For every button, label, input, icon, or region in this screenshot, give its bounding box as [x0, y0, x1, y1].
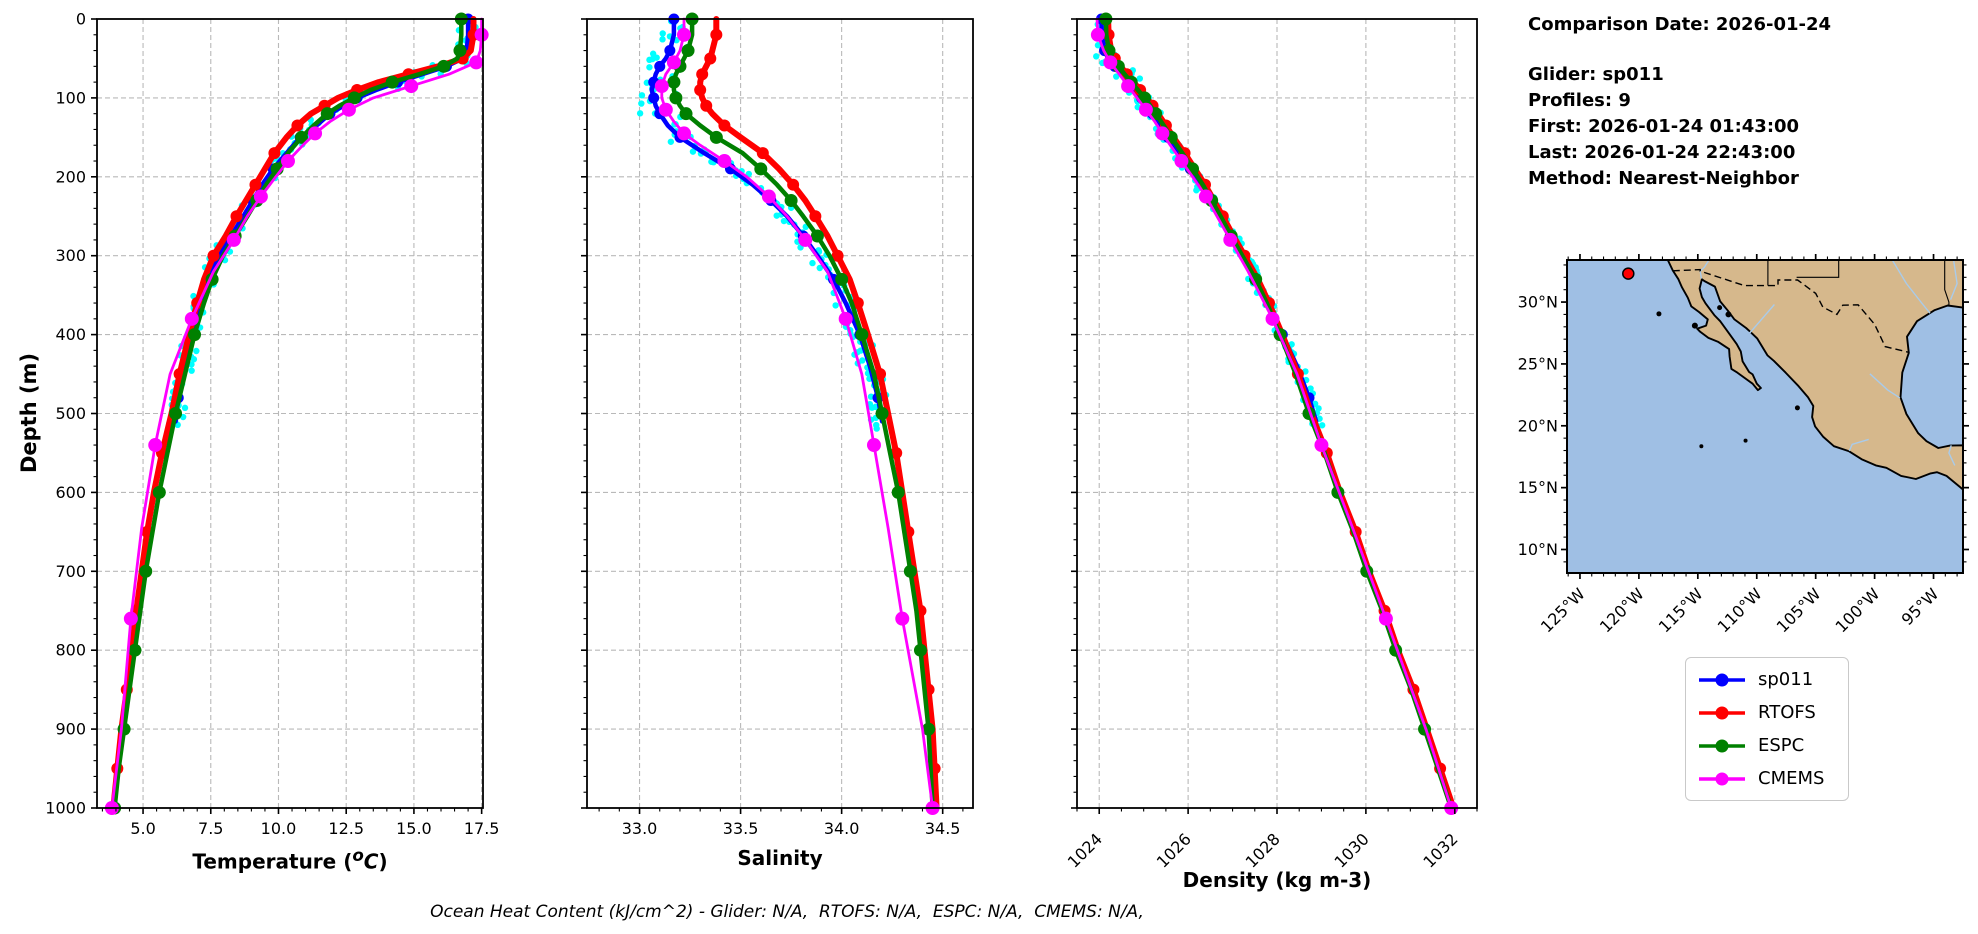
depth-axis-label: Depth (m) — [17, 352, 41, 474]
legend-entry-sp011: sp011 — [1686, 663, 1848, 696]
svg-text:500: 500 — [55, 404, 86, 423]
svg-text:800: 800 — [55, 641, 86, 660]
svg-text:10°N: 10°N — [1518, 540, 1558, 559]
svg-text:7.5: 7.5 — [198, 819, 223, 838]
svg-text:33.0: 33.0 — [622, 819, 658, 838]
legend-label-rtofs: RTOFS — [1758, 702, 1816, 723]
svg-text:33.5: 33.5 — [723, 819, 759, 838]
profiles-count-text: Profiles: 9 — [1528, 90, 1631, 111]
temperature-panel: 5.0 7.5 10.0 12.5 15.0 17.5 0 100 200 300 400 500 60… — [45, 10, 499, 839]
CMEMS-temp-line — [110, 17, 484, 810]
svg-text:900: 900 — [55, 720, 86, 739]
svg-text:15°N: 15°N — [1518, 478, 1558, 497]
svg-text:0: 0 — [76, 10, 86, 29]
svg-text:110°W: 110°W — [1714, 584, 1766, 636]
legend-label-cmems: CMEMS — [1758, 768, 1825, 789]
map-panel: 125°W 120°W 115°W 110°W 105°W 100°W 95°W 30°N 25… — [1518, 254, 1969, 636]
comparison-date-text: Comparison Date: 2026-01-24 — [1528, 14, 1832, 35]
glider-position-marker — [1622, 267, 1635, 280]
legend-marker-sp011 — [1699, 673, 1745, 686]
metadata-block: Comparison Date: 2026-01-24 Glider: sp01… — [1528, 12, 1831, 192]
first-profile-text: First: 2026-01-24 01:43:00 — [1528, 116, 1800, 137]
salinity-panel: 33.0 33.5 34.0 34.5 — [581, 12, 974, 838]
svg-text:600: 600 — [55, 483, 86, 502]
map-land — [1666, 260, 1963, 491]
last-profile-text: Last: 2026-01-24 22:43:00 — [1528, 142, 1796, 163]
svg-text:30°N: 30°N — [1518, 293, 1558, 312]
svg-text:200: 200 — [55, 167, 86, 186]
svg-text:125°W: 125°W — [1537, 584, 1589, 636]
svg-text:1032: 1032 — [1419, 829, 1461, 871]
svg-text:25°N: 25°N — [1518, 354, 1558, 373]
legend-marker-rtofs — [1699, 706, 1745, 719]
ocean-heat-content-text: Ocean Heat Content (kJ/cm^2) - Glider: N… — [430, 902, 1144, 922]
CMEMS-dens-line — [1095, 17, 1453, 810]
svg-text:1024: 1024 — [1064, 829, 1106, 871]
svg-text:34.0: 34.0 — [824, 819, 860, 838]
salinity-axis-label: Salinity — [737, 846, 823, 870]
legend-entry-rtofs: RTOFS — [1686, 696, 1848, 729]
temperature-axis-label: Temperature (oC) — [192, 846, 388, 874]
svg-text:105°W: 105°W — [1773, 584, 1825, 636]
legend-label-sp011: sp011 — [1758, 669, 1814, 690]
method-text: Method: Nearest-Neighbor — [1528, 168, 1799, 189]
legend: sp011 RTOFS ESPC CMEMS — [1685, 657, 1849, 801]
svg-text:12.5: 12.5 — [328, 819, 364, 838]
svg-text:1026: 1026 — [1153, 829, 1195, 871]
svg-text:400: 400 — [55, 325, 86, 344]
svg-text:300: 300 — [55, 246, 86, 265]
sp011-temp-line — [173, 16, 471, 424]
CMEMS-sal-line — [660, 17, 934, 810]
svg-text:15.0: 15.0 — [396, 819, 432, 838]
legend-marker-cmems — [1699, 772, 1745, 785]
svg-text:100°W: 100°W — [1832, 584, 1884, 636]
svg-text:100: 100 — [55, 88, 86, 107]
svg-text:10.0: 10.0 — [261, 819, 297, 838]
legend-marker-espc — [1699, 739, 1745, 752]
svg-text:115°W: 115°W — [1655, 584, 1707, 636]
svg-text:20°N: 20°N — [1518, 416, 1558, 435]
svg-text:1030: 1030 — [1330, 829, 1372, 871]
svg-text:95°W: 95°W — [1898, 584, 1943, 629]
svg-text:1028: 1028 — [1242, 829, 1284, 871]
svg-text:5.0: 5.0 — [130, 819, 155, 838]
svg-text:700: 700 — [55, 562, 86, 581]
svg-text:17.5: 17.5 — [464, 819, 500, 838]
sp011-sal-line — [649, 16, 885, 424]
svg-text:1000: 1000 — [45, 799, 86, 818]
legend-entry-cmems: CMEMS — [1686, 762, 1848, 795]
glider-name-text: Glider: sp011 — [1528, 64, 1664, 85]
svg-text:34.5: 34.5 — [925, 819, 961, 838]
density-panel: 1024 1026 1028 1030 1032 — [1064, 12, 1478, 872]
legend-entry-espc: ESPC — [1686, 729, 1848, 762]
density-axis-label: Density (kg m-3) — [1182, 868, 1372, 892]
svg-text:120°W: 120°W — [1596, 584, 1648, 636]
legend-label-espc: ESPC — [1758, 735, 1805, 756]
map-border-us-mexico — [1672, 268, 1909, 353]
